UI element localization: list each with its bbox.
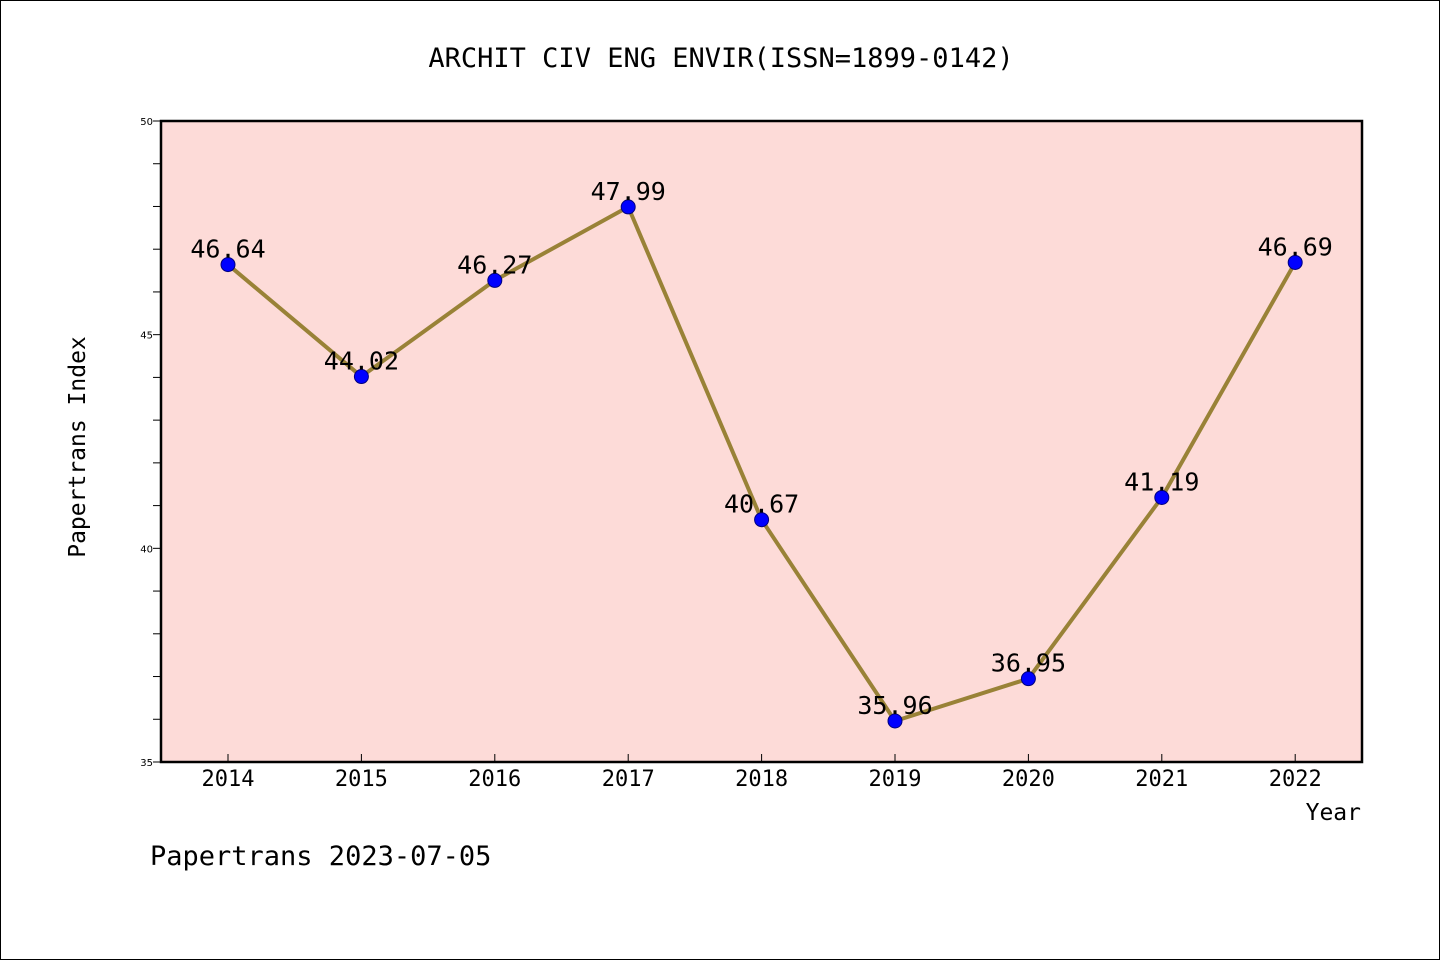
data-point-label: 46.69 — [1258, 232, 1333, 261]
data-point-label: 46.64 — [190, 235, 265, 264]
data-point-label: 44.02 — [324, 347, 399, 376]
y-axis-label: Papertrans Index — [65, 336, 91, 558]
data-point-marker — [887, 713, 903, 729]
data-point-marker — [754, 512, 770, 528]
x-tick-label: 2017 — [602, 767, 655, 792]
data-point-marker — [220, 257, 236, 273]
series-markers — [220, 199, 1303, 729]
x-tick-label: 2020 — [1002, 767, 1055, 792]
y-tick-label: 35 — [140, 758, 153, 769]
y-axis-ticks: 35 40 45 50 — [140, 117, 161, 769]
plot-border — [159, 119, 1364, 764]
x-axis-label: Year — [1306, 800, 1361, 826]
data-point-label: 46.27 — [457, 250, 532, 279]
y-minor-ticks — [153, 163, 161, 720]
data-point-label: 35.96 — [857, 691, 932, 720]
data-labels: 46.64 44.02 46.27 47.99 40.67 35.96 36.95 41.19… — [190, 177, 1332, 720]
plot-area — [161, 121, 1362, 762]
data-point-label: 47.99 — [591, 177, 666, 206]
data-point-label: 41.19 — [1124, 467, 1199, 496]
data-point-marker — [487, 272, 503, 288]
chart-title: ARCHIT CIV ENG ENVIR(ISSN=1899-0142) — [428, 43, 1013, 74]
y-tick-label: 50 — [140, 117, 153, 128]
data-point-marker — [620, 199, 636, 215]
x-tick-label: 2016 — [468, 767, 521, 792]
x-tick-label: 2014 — [202, 767, 255, 792]
data-point-marker — [1287, 254, 1303, 270]
y-tick-label: 45 — [140, 331, 153, 342]
y-tick-label: 40 — [140, 544, 153, 555]
x-tick-label: 2022 — [1269, 767, 1322, 792]
x-tick-label: 2019 — [869, 767, 922, 792]
footer-text: Papertrans 2023-07-05 — [150, 841, 491, 872]
data-point-marker — [353, 369, 369, 385]
data-point-marker — [1020, 671, 1036, 687]
x-tick-label: 2015 — [335, 767, 388, 792]
data-point-label: 36.95 — [991, 649, 1066, 678]
data-point-marker — [1154, 489, 1170, 505]
x-tick-label: 2018 — [735, 767, 788, 792]
data-point-label: 40.67 — [724, 490, 799, 519]
x-tick-label: 2021 — [1135, 767, 1188, 792]
x-axis-ticks: 2014 2015 2016 2017 2018 2019 2020 2021 2022 — [202, 754, 1322, 792]
